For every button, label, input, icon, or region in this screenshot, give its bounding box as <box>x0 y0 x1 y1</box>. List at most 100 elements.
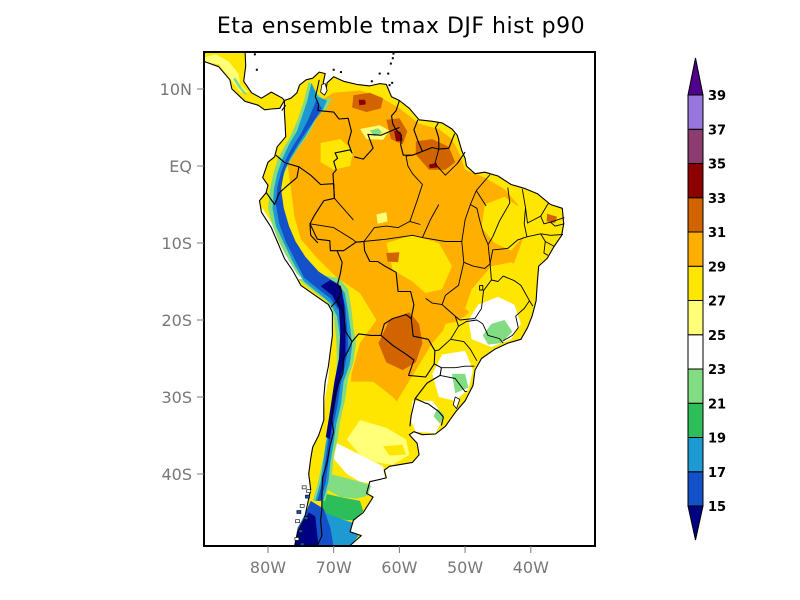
colorbar-segment <box>687 128 704 164</box>
country-border-11 <box>336 240 415 343</box>
state-border-2 <box>363 220 421 242</box>
central-america-highlands <box>233 77 247 95</box>
zone-27-29-west-amazon <box>320 139 354 170</box>
island-dot <box>387 47 389 49</box>
zone-27-29-pampa-patch <box>383 444 406 456</box>
lon-tick-label: 50W <box>447 558 483 577</box>
colorbar-label: 23 <box>708 363 726 378</box>
state-border-6 <box>434 148 458 176</box>
state-border-10 <box>475 190 487 207</box>
zone-19-21-patagonia <box>320 493 364 521</box>
state-border-18 <box>543 241 549 256</box>
archipelago-island <box>299 504 305 508</box>
lat-axis: 10N EQ 10S 20S 30S 40S <box>160 80 204 484</box>
lat-tick-label: 10N <box>160 80 192 99</box>
country-border-17 <box>395 126 400 130</box>
zone-31-33-chaco <box>378 312 423 371</box>
zone-15-17-andes <box>275 100 349 501</box>
state-border-23 <box>425 298 443 306</box>
colorbar-label: 31 <box>708 226 726 241</box>
state-border-21 <box>479 284 484 291</box>
colorbar-segment <box>687 334 704 370</box>
lon-axis: 80W 70W 60W 50W 40W <box>250 546 549 577</box>
state-border-27 <box>502 327 519 342</box>
country-border-13 <box>380 318 436 378</box>
colorbar-segment <box>687 402 704 438</box>
zone-21-23-patagonia <box>327 474 372 499</box>
colorbar-over-triangle <box>687 57 704 96</box>
colorbar-segment <box>687 437 704 473</box>
state-border-3 <box>334 198 354 221</box>
colorbar-label: 25 <box>708 329 726 344</box>
chart-title-text: Eta ensemble tmax DJF hist p90 <box>216 14 586 39</box>
country-border-1 <box>314 79 353 199</box>
lagoa-dos-patos <box>452 396 461 410</box>
state-border-4 <box>405 155 423 222</box>
lat-tick-label: 10S <box>161 234 192 253</box>
state-border-13 <box>540 202 565 225</box>
archipelago-island <box>298 529 304 534</box>
zone-27-29-parana <box>438 320 479 359</box>
state-border-0 <box>309 223 357 243</box>
colorbar-segment <box>687 265 704 301</box>
colorbar-segment <box>687 94 704 130</box>
map-area <box>204 47 565 546</box>
zone-below-15-patagonian-icefield <box>294 512 319 546</box>
zone-21-23-serra-geral <box>452 373 469 394</box>
country-border-7 <box>298 166 335 199</box>
state-border-15 <box>550 221 565 227</box>
colorbar-segment <box>687 471 704 507</box>
state-border-14 <box>525 207 541 224</box>
state-border-8 <box>461 204 491 269</box>
zone-31-33-llanos <box>352 92 383 113</box>
state-border-7 <box>421 204 440 238</box>
zone-25-27-amazon <box>376 212 388 224</box>
zone-31-33-rondonia <box>386 252 400 263</box>
colorbar-segment <box>687 163 704 199</box>
island-dot <box>391 81 394 84</box>
lat-tick-label: 20S <box>161 311 192 330</box>
colorbar-label: 21 <box>708 397 726 412</box>
zone-33-35-roraima <box>394 130 403 142</box>
state-border-20 <box>441 262 492 321</box>
colorbar-label: 27 <box>708 295 726 310</box>
zone-31-33-guiana <box>415 139 456 170</box>
country-border-6 <box>265 154 300 206</box>
lon-tick-label: 70W <box>316 558 352 577</box>
island-dot <box>387 72 390 75</box>
zone-21-23-mantiqueira <box>482 320 513 345</box>
country-border-8 <box>309 197 337 252</box>
colorbar-label: 35 <box>708 158 726 173</box>
lon-tick-label: 40W <box>513 558 549 577</box>
colorbar-label: 19 <box>708 432 726 447</box>
coastline-south-america <box>258 71 565 546</box>
country-border-2 <box>353 100 400 160</box>
zone-33-35-llanos <box>358 99 366 106</box>
chart-title: Eta ensemble tmax DJF hist p90 <box>0 14 800 39</box>
colorbar-segment <box>687 197 704 233</box>
archipelago-island <box>294 537 300 541</box>
state-border-28 <box>450 338 478 362</box>
country-border-15 <box>409 398 416 427</box>
archipelago-island <box>296 510 302 514</box>
colorbar: 15 17 19 21 23 25 27 29 31 33 35 37 39 <box>687 57 726 541</box>
state-border-30 <box>440 374 468 393</box>
island-dot <box>392 52 395 55</box>
island-dot <box>332 68 335 71</box>
state-border-12 <box>489 189 528 264</box>
archipelago-island <box>303 516 309 520</box>
archipelago-island <box>301 485 307 490</box>
lon-tick-label: 60W <box>381 558 417 577</box>
island-dot <box>370 80 373 83</box>
colorbar-label: 15 <box>708 500 726 515</box>
zone-21-23-uruguay-east <box>433 408 445 424</box>
country-border-5 <box>438 133 456 150</box>
island-dot <box>255 68 258 71</box>
state-border-11 <box>487 187 511 245</box>
lat-tick-label: 40S <box>161 465 192 484</box>
colorbar-under-triangle <box>687 505 704 541</box>
island-dot <box>339 71 342 74</box>
state-border-26 <box>515 300 530 328</box>
lake-maracaibo <box>320 83 328 96</box>
